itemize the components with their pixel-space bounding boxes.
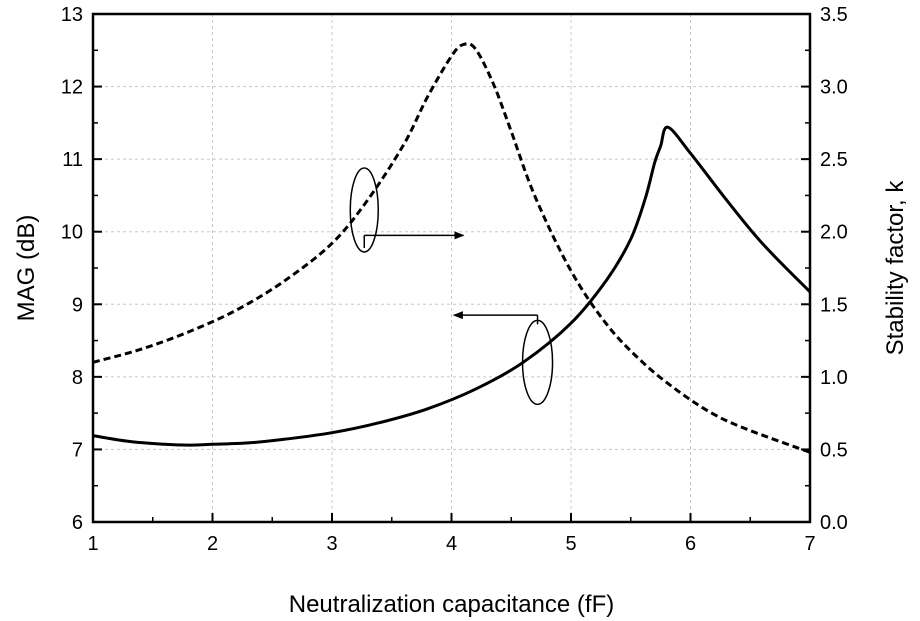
axis-ticks xyxy=(92,13,811,523)
y-axis-left-title: MAG (dB) xyxy=(13,215,40,322)
y-left-tick-label: 6 xyxy=(72,512,83,534)
mag-annotation-ellipse xyxy=(521,319,554,406)
x-tick-label: 6 xyxy=(685,533,696,555)
x-tick-label: 1 xyxy=(87,533,98,555)
y-right-tick-label: 2.0 xyxy=(820,222,848,244)
y-left-tick-label: 11 xyxy=(62,149,83,171)
y-right-tick-label: 2.5 xyxy=(820,149,848,171)
y-right-tick-label: 1.0 xyxy=(820,367,848,389)
y-left-tick-label: 7 xyxy=(72,439,83,461)
y-left-tick-label: 10 xyxy=(61,222,83,244)
x-tick-label: 3 xyxy=(326,533,337,555)
annotation-layer xyxy=(349,167,554,406)
y-right-tick-label: 0.0 xyxy=(820,512,848,534)
series-line-stability-factor xyxy=(92,42,811,454)
y-left-tick-label: 13 xyxy=(61,4,83,26)
y-left-tick-label: 8 xyxy=(72,367,83,389)
y-right-tick-label: 3.5 xyxy=(820,4,848,26)
x-axis-title: Neutralization capacitance (fF) xyxy=(289,591,614,618)
y-right-tick-label: 1.5 xyxy=(820,294,848,316)
y-left-tick-label: 9 xyxy=(72,294,83,316)
x-tick-label: 7 xyxy=(804,533,815,555)
y-axis-right-title: Stability factor, k xyxy=(882,180,909,356)
y-right-tick-label: 0.5 xyxy=(820,439,848,461)
x-tick-label: 2 xyxy=(207,533,218,555)
x-tick-label: 4 xyxy=(446,533,457,555)
x-tick-label: 5 xyxy=(565,533,576,555)
axis-tick-labels: 1 2 3 4 5 6 76789101112130.00.51.01.52.02.53.0… xyxy=(61,4,848,555)
y-left-tick-label: 12 xyxy=(61,77,83,99)
y-right-tick-label: 3.0 xyxy=(820,77,848,99)
k-annotation-ellipse xyxy=(349,167,380,253)
